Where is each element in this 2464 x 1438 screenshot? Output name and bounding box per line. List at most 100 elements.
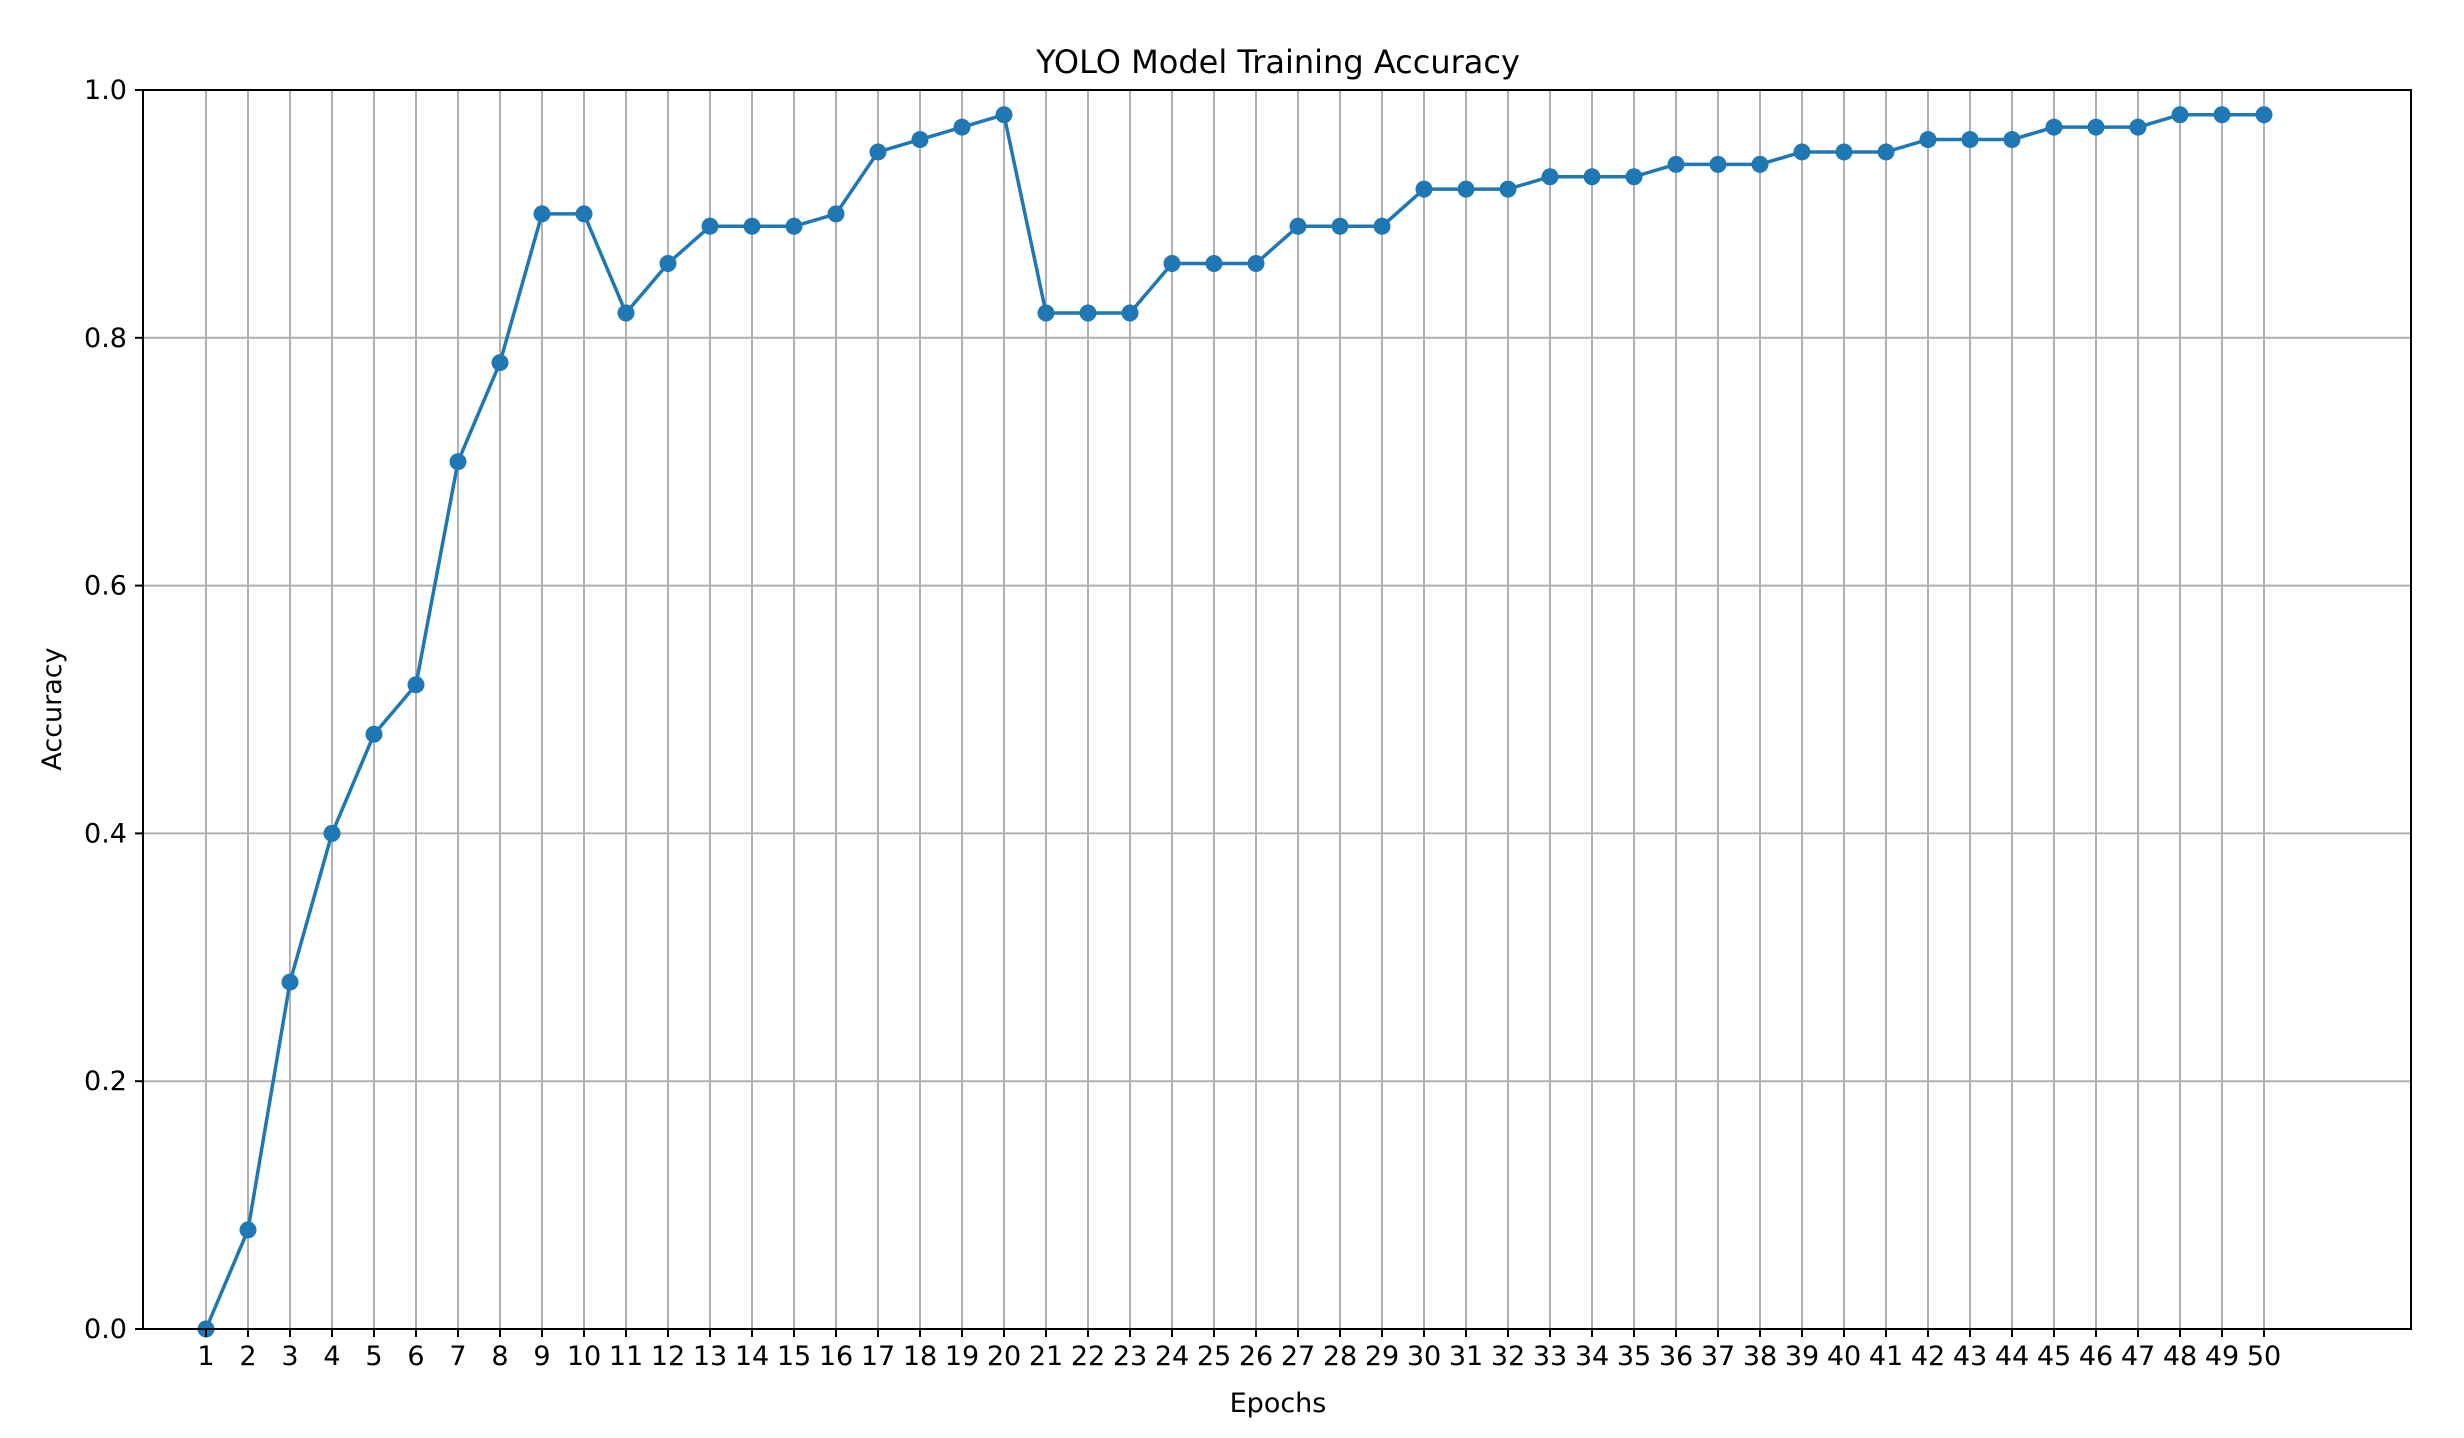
data-point (1415, 180, 1433, 198)
data-point (1205, 254, 1223, 272)
data-point (323, 824, 341, 842)
data-point (575, 205, 593, 223)
data-point (281, 973, 299, 991)
x-tick-label: 41 (1869, 1341, 1903, 1372)
y-axis-ticks: 0.0 0.2 0.4 0.6 0.8 1.0 (84, 75, 143, 1345)
x-tick-label: 5 (365, 1341, 382, 1372)
data-point (1667, 155, 1685, 173)
x-tick-label: 11 (609, 1341, 643, 1372)
data-point (743, 217, 761, 235)
x-tick-label: 8 (491, 1341, 508, 1372)
x-tick-label: 1 (197, 1341, 214, 1372)
x-tick-label: 4 (323, 1341, 340, 1372)
data-point (2129, 118, 2147, 136)
data-point (407, 676, 425, 694)
data-point (1919, 131, 1937, 149)
data-point (1751, 155, 1769, 173)
x-tick-label: 35 (1617, 1341, 1651, 1372)
data-point (2045, 118, 2063, 136)
x-tick-label: 25 (1197, 1341, 1231, 1372)
x-tick-label: 32 (1491, 1341, 1525, 1372)
y-axis-label: Accuracy (37, 647, 68, 770)
x-tick-label: 50 (2247, 1341, 2281, 1372)
data-point (239, 1221, 257, 1239)
series-line (204, 113, 2264, 1330)
data-point (1709, 155, 1727, 173)
y-tick-label: 0.8 (84, 323, 127, 354)
x-tick-label: 28 (1323, 1341, 1357, 1372)
data-point (701, 217, 719, 235)
x-tick-label: 19 (945, 1341, 979, 1372)
x-tick-label: 42 (1911, 1341, 1945, 1372)
data-point (365, 725, 383, 743)
x-tick-label: 2 (239, 1341, 256, 1372)
data-point (2255, 106, 2273, 124)
data-point (1625, 168, 1643, 186)
data-point (911, 131, 929, 149)
data-point (995, 106, 1013, 124)
x-tick-label: 47 (2121, 1341, 2155, 1372)
data-point (1457, 180, 1475, 198)
data-point (1961, 131, 1979, 149)
grid (143, 89, 2411, 1330)
data-point (1079, 304, 1097, 322)
x-axis-ticks: 1 2 3 4 5 6 7 8 9 10 11 12 13 14 15 16 17 18 19 20 21 22 23 24 2… (197, 1329, 2281, 1372)
data-point (953, 118, 971, 136)
y-tick-label: 0.4 (84, 818, 127, 849)
x-tick-label: 44 (1995, 1341, 2029, 1372)
x-tick-label: 13 (693, 1341, 727, 1372)
data-point (2003, 131, 2021, 149)
x-tick-label: 18 (903, 1341, 937, 1372)
plot-frame (142, 89, 2412, 1330)
x-tick-label: 34 (1575, 1341, 1609, 1372)
x-tick-label: 49 (2205, 1341, 2239, 1372)
x-tick-label: 45 (2037, 1341, 2071, 1372)
x-tick-label: 26 (1239, 1341, 1273, 1372)
x-tick-label: 12 (651, 1341, 685, 1372)
x-tick-label: 31 (1449, 1341, 1483, 1372)
x-tick-label: 38 (1743, 1341, 1777, 1372)
x-tick-label: 3 (281, 1341, 298, 1372)
x-tick-label: 36 (1659, 1341, 1693, 1372)
data-point (449, 453, 467, 471)
data-point (1835, 143, 1853, 161)
x-tick-label: 6 (407, 1341, 424, 1372)
series-polyline (204, 113, 2264, 1330)
x-tick-label: 7 (449, 1341, 466, 1372)
x-tick-label: 15 (777, 1341, 811, 1372)
x-tick-label: 30 (1407, 1341, 1441, 1372)
data-point (785, 217, 803, 235)
data-point (1247, 254, 1265, 272)
data-point (2213, 106, 2231, 124)
x-tick-label: 46 (2079, 1341, 2113, 1372)
x-tick-label: 43 (1953, 1341, 1987, 1372)
data-point (1373, 217, 1391, 235)
data-points (197, 106, 2273, 1338)
data-point (1331, 217, 1349, 235)
x-tick-label: 23 (1113, 1341, 1147, 1372)
y-tick-label: 1.0 (84, 75, 127, 106)
x-tick-label: 20 (987, 1341, 1021, 1372)
data-point (1793, 143, 1811, 161)
data-point (827, 205, 845, 223)
data-point (1037, 304, 1055, 322)
data-point (1163, 254, 1181, 272)
x-axis-label: Epochs (1230, 1388, 1327, 1419)
chart-title: YOLO Model Training Accuracy (1035, 43, 1520, 81)
x-tick-label: 21 (1029, 1341, 1063, 1372)
x-tick-label: 29 (1365, 1341, 1399, 1372)
data-point (1583, 168, 1601, 186)
data-point (1499, 180, 1517, 198)
data-point (2171, 106, 2189, 124)
x-tick-label: 10 (567, 1341, 601, 1372)
x-tick-label: 37 (1701, 1341, 1735, 1372)
x-tick-label: 40 (1827, 1341, 1861, 1372)
x-tick-label: 14 (735, 1341, 769, 1372)
data-point (617, 304, 635, 322)
data-point (533, 205, 551, 223)
x-tick-label: 17 (861, 1341, 895, 1372)
data-point (2087, 118, 2105, 136)
x-tick-label: 16 (819, 1341, 853, 1372)
y-tick-label: 0.6 (84, 571, 127, 602)
